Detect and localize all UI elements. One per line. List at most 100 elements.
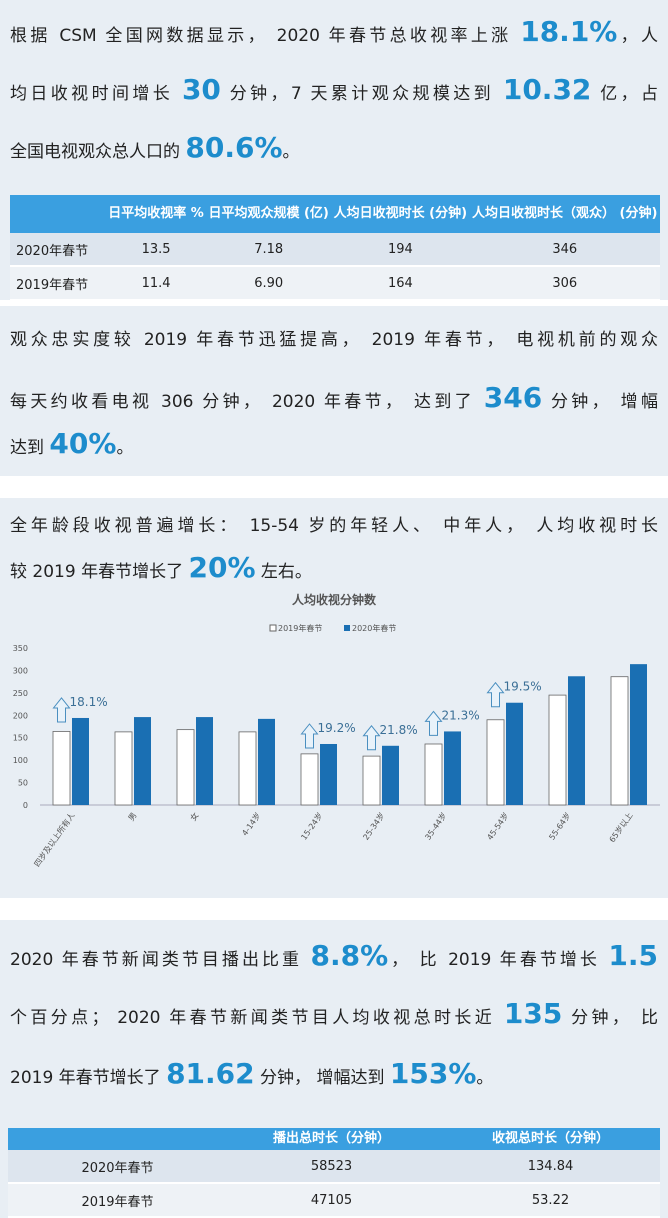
text-segment: 。 — [282, 142, 300, 162]
bar-2020 — [134, 717, 151, 805]
growth-annotation: 21.3% — [442, 708, 480, 722]
text-line: 2020 年春节新闻类节目播出比重 8.8%， 比 2019 年春节增长 1.5 — [10, 936, 658, 980]
cell: 11.4 — [106, 266, 207, 301]
x-tick-label: 55-64岁 — [547, 810, 573, 841]
cell: 47105 — [222, 1183, 441, 1218]
bar-2020 — [72, 717, 89, 805]
col-header: 日平均收视率 % — [106, 195, 207, 233]
highlight-number: 40% — [49, 427, 117, 460]
x-tick-label: 65岁以上 — [607, 810, 635, 844]
text-line: 较 2019 年春节增长了 20% 左右。 — [10, 548, 312, 592]
text-segment: 较 2019 年春节增长了 — [10, 562, 189, 582]
text-segment: 亿，占 — [591, 84, 659, 104]
bar-2019 — [52, 731, 71, 806]
table-row: 2020年春节 58523 134.84 — [8, 1150, 660, 1184]
legend-swatch-2019 — [269, 624, 277, 632]
cell: 164 — [331, 266, 470, 301]
growth-annotation: 19.5% — [504, 680, 542, 694]
y-tick-label: 300 — [13, 666, 28, 675]
up-arrow-icon — [362, 724, 381, 751]
highlight-number: 135 — [503, 997, 563, 1030]
cell: 58523 — [222, 1150, 441, 1184]
up-arrow-icon — [424, 710, 443, 736]
legend-swatch-2020 — [344, 625, 350, 631]
y-tick-label: 250 — [13, 689, 28, 698]
bar-2019 — [114, 731, 133, 806]
table-row: 2019年春节 11.4 6.90 164 306 — [10, 266, 660, 301]
col-header: 日平均观众规模 (亿) — [206, 195, 332, 233]
intro-section: 根据 CSM 全国网数据显示， 2020 年春节总收视率上涨 18.1%，人 均… — [0, 0, 668, 301]
bar-2019 — [300, 753, 319, 806]
bar-2019 — [548, 694, 567, 806]
cell: 2019年春节 — [8, 1183, 222, 1218]
viewing-minutes-chart: 人均收视分钟数 2019年春节 2020年春节 0 50 100 150 200 250 300 3… — [13, 592, 660, 869]
bar-2019 — [610, 676, 629, 806]
bar-2020 — [258, 718, 275, 805]
text-segment: 全年龄段收视普遍增长： 15-54 岁的年轻人、 中年人， 人均收视时长 — [10, 516, 658, 536]
text-segment: 分钟， 增幅 — [542, 392, 658, 412]
y-tick-label: 200 — [13, 711, 28, 720]
text-segment: ， 比 2019 年春节增长 — [388, 950, 609, 970]
text-line: 根据 CSM 全国网数据显示， 2020 年春节总收视率上涨 18.1%，人 — [10, 12, 658, 56]
text-segment: 全国电视观众总人口的 — [10, 142, 186, 162]
bar-2020 — [444, 731, 461, 805]
loyalty-section: 观众忠实度较 2019 年春节迅猛提高， 2019 年春节， 电视机前的观众 每… — [0, 306, 668, 476]
cell: 306 — [469, 266, 660, 301]
col-header — [8, 1128, 222, 1150]
growth-annotation: 21.8% — [380, 723, 418, 737]
cell: 6.90 — [206, 266, 332, 301]
text-line: 全年龄段收视普遍增长： 15-54 岁的年轻人、 中年人， 人均收视时长 — [10, 506, 658, 546]
text-segment: 分钟， 增幅达到 — [254, 1068, 390, 1088]
x-tick-label: 男 — [127, 811, 139, 823]
col-header: 收视总时长（分钟） — [441, 1128, 660, 1150]
y-tick-label: 0 — [23, 801, 28, 810]
y-tick-label: 350 — [13, 644, 28, 653]
text-line: 个百分点； 2020 年春节新闻类节目人均收视总时长近 135 分钟， 比 — [10, 994, 658, 1038]
cell: 13.5 — [106, 233, 207, 267]
cell: 346 — [469, 233, 660, 267]
legend-label: 2019年春节 — [278, 623, 322, 633]
text-segment: 每天约收看电视 306 分钟， 2020 年春节， 达到了 — [10, 392, 484, 412]
age-section: 全年龄段收视普遍增长： 15-54 岁的年轻人、 中年人， 人均收视时长 较 2… — [0, 498, 668, 898]
text-segment: 。 — [116, 438, 134, 458]
up-arrow-icon — [300, 723, 319, 749]
x-tick-label: 四岁及以上所有人 — [32, 810, 77, 868]
col-header — [10, 195, 106, 233]
highlight-number: 153% — [389, 1057, 477, 1090]
cell: 7.18 — [206, 233, 332, 267]
bar-2020 — [320, 743, 337, 805]
text-segment: ，人 — [617, 26, 658, 46]
table-row: 2020年春节 13.5 7.18 194 346 — [10, 233, 660, 267]
x-tick-label: 45-54岁 — [485, 810, 511, 841]
text-segment: 观众忠实度较 2019 年春节迅猛提高， 2019 年春节， 电视机前的观众 — [10, 330, 658, 350]
bar-2020 — [196, 717, 213, 805]
col-header: 人均日收视时长（观众） (分钟) — [469, 195, 660, 233]
y-tick-label: 100 — [13, 756, 28, 765]
text-segment: 。 — [476, 1068, 494, 1088]
up-arrow-icon — [486, 681, 505, 708]
highlight-number: 10.32 — [502, 73, 592, 106]
bar-2020 — [568, 676, 585, 805]
chart-title: 人均收视分钟数 — [292, 592, 377, 607]
up-arrow-icon — [52, 697, 71, 723]
text-line: 达到 40%。 — [10, 424, 133, 468]
growth-annotation: 19.2% — [318, 721, 356, 735]
cell: 2020年春节 — [8, 1150, 222, 1184]
bar-2019 — [486, 719, 505, 806]
bar-2020 — [630, 664, 647, 805]
legend-label: 2020年春节 — [352, 623, 396, 633]
bar-2019 — [424, 743, 443, 806]
text-segment: 2019 年春节增长了 — [10, 1068, 167, 1088]
y-tick-label: 150 — [13, 734, 28, 743]
col-header: 人均日收视时长 (分钟) — [331, 195, 470, 233]
cell: 2019年春节 — [10, 266, 106, 301]
cell: 53.22 — [441, 1183, 660, 1218]
ratings-table: 日平均收视率 % 日平均观众规模 (亿) 人均日收视时长 (分钟) 人均日收视时… — [10, 195, 660, 301]
highlight-number: 346 — [483, 381, 543, 414]
bar-2019 — [362, 755, 381, 806]
highlight-number: 20% — [188, 551, 256, 584]
text-segment: 分钟， 比 — [562, 1008, 658, 1028]
bar-2020 — [506, 702, 523, 805]
highlight-number: 8.8% — [310, 939, 389, 972]
text-segment: 根据 CSM 全国网数据显示， 2020 年春节总收视率上涨 — [10, 26, 521, 46]
